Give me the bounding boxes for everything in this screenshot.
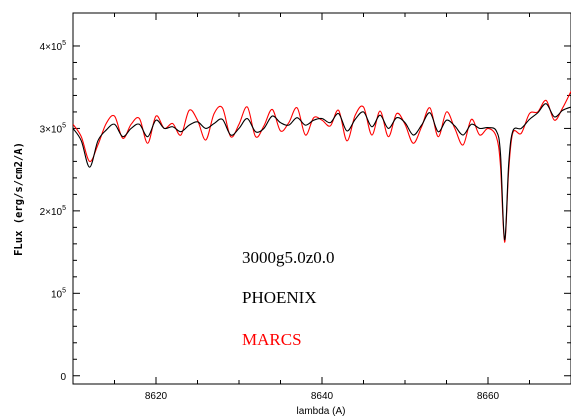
y-tick-label: 105 — [51, 287, 66, 300]
y-tick-label: 4×105 — [40, 40, 67, 53]
series-line-marcs — [73, 91, 571, 243]
annotations: 3000g5.0z0.0 PHOENIX MARCS — [242, 248, 335, 349]
x-tick-label: 8640 — [311, 391, 334, 402]
y-axis: 0 105 2×105 3×105 4×105 — [40, 40, 571, 383]
x-axis: 8620 8640 8660 — [72, 13, 571, 402]
x-axis-label: lambda (A) — [297, 406, 346, 417]
x-tick-label: 8620 — [145, 391, 168, 402]
series-layer — [73, 91, 571, 243]
annotation-0: 3000g5.0z0.0 — [242, 248, 335, 267]
y-tick-label: 2×105 — [40, 205, 67, 218]
annotation-2: MARCS — [242, 330, 302, 349]
x-tick-label: 8660 — [477, 391, 500, 402]
y-tick-label: 3×105 — [40, 122, 67, 135]
series-line-phoenix — [73, 103, 571, 241]
plot-frame — [72, 12, 571, 385]
y-axis-label: FLux (erg/s/cm2/A) — [13, 142, 25, 256]
annotation-1: PHOENIX — [242, 288, 317, 307]
y-tick-label: 0 — [60, 372, 66, 383]
